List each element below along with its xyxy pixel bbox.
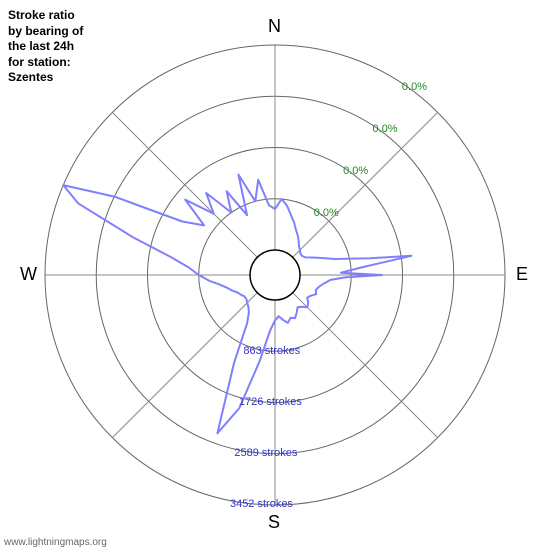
footer-credit: www.lightningmaps.org [4, 537, 107, 548]
ring-label-pct-3: 0.0% [373, 123, 398, 135]
ring-label-strokes-3: 2589 strokes [234, 447, 297, 459]
ring-label-pct-1: 0.0% [314, 207, 339, 219]
ring-label-pct-2: 0.0% [343, 165, 368, 177]
ring-label-strokes-1: 863 strokes [243, 345, 300, 357]
ring-label-strokes-4: 3452 strokes [230, 498, 293, 510]
cardinal-e: E [516, 264, 528, 285]
polar-chart [0, 0, 550, 550]
cardinal-s: S [268, 512, 280, 533]
ring-label-pct-4: 0.0% [402, 81, 427, 93]
cardinal-n: N [268, 16, 281, 37]
chart-svg [0, 0, 550, 550]
cardinal-w: W [20, 264, 37, 285]
ring-label-strokes-2: 1726 strokes [239, 396, 302, 408]
